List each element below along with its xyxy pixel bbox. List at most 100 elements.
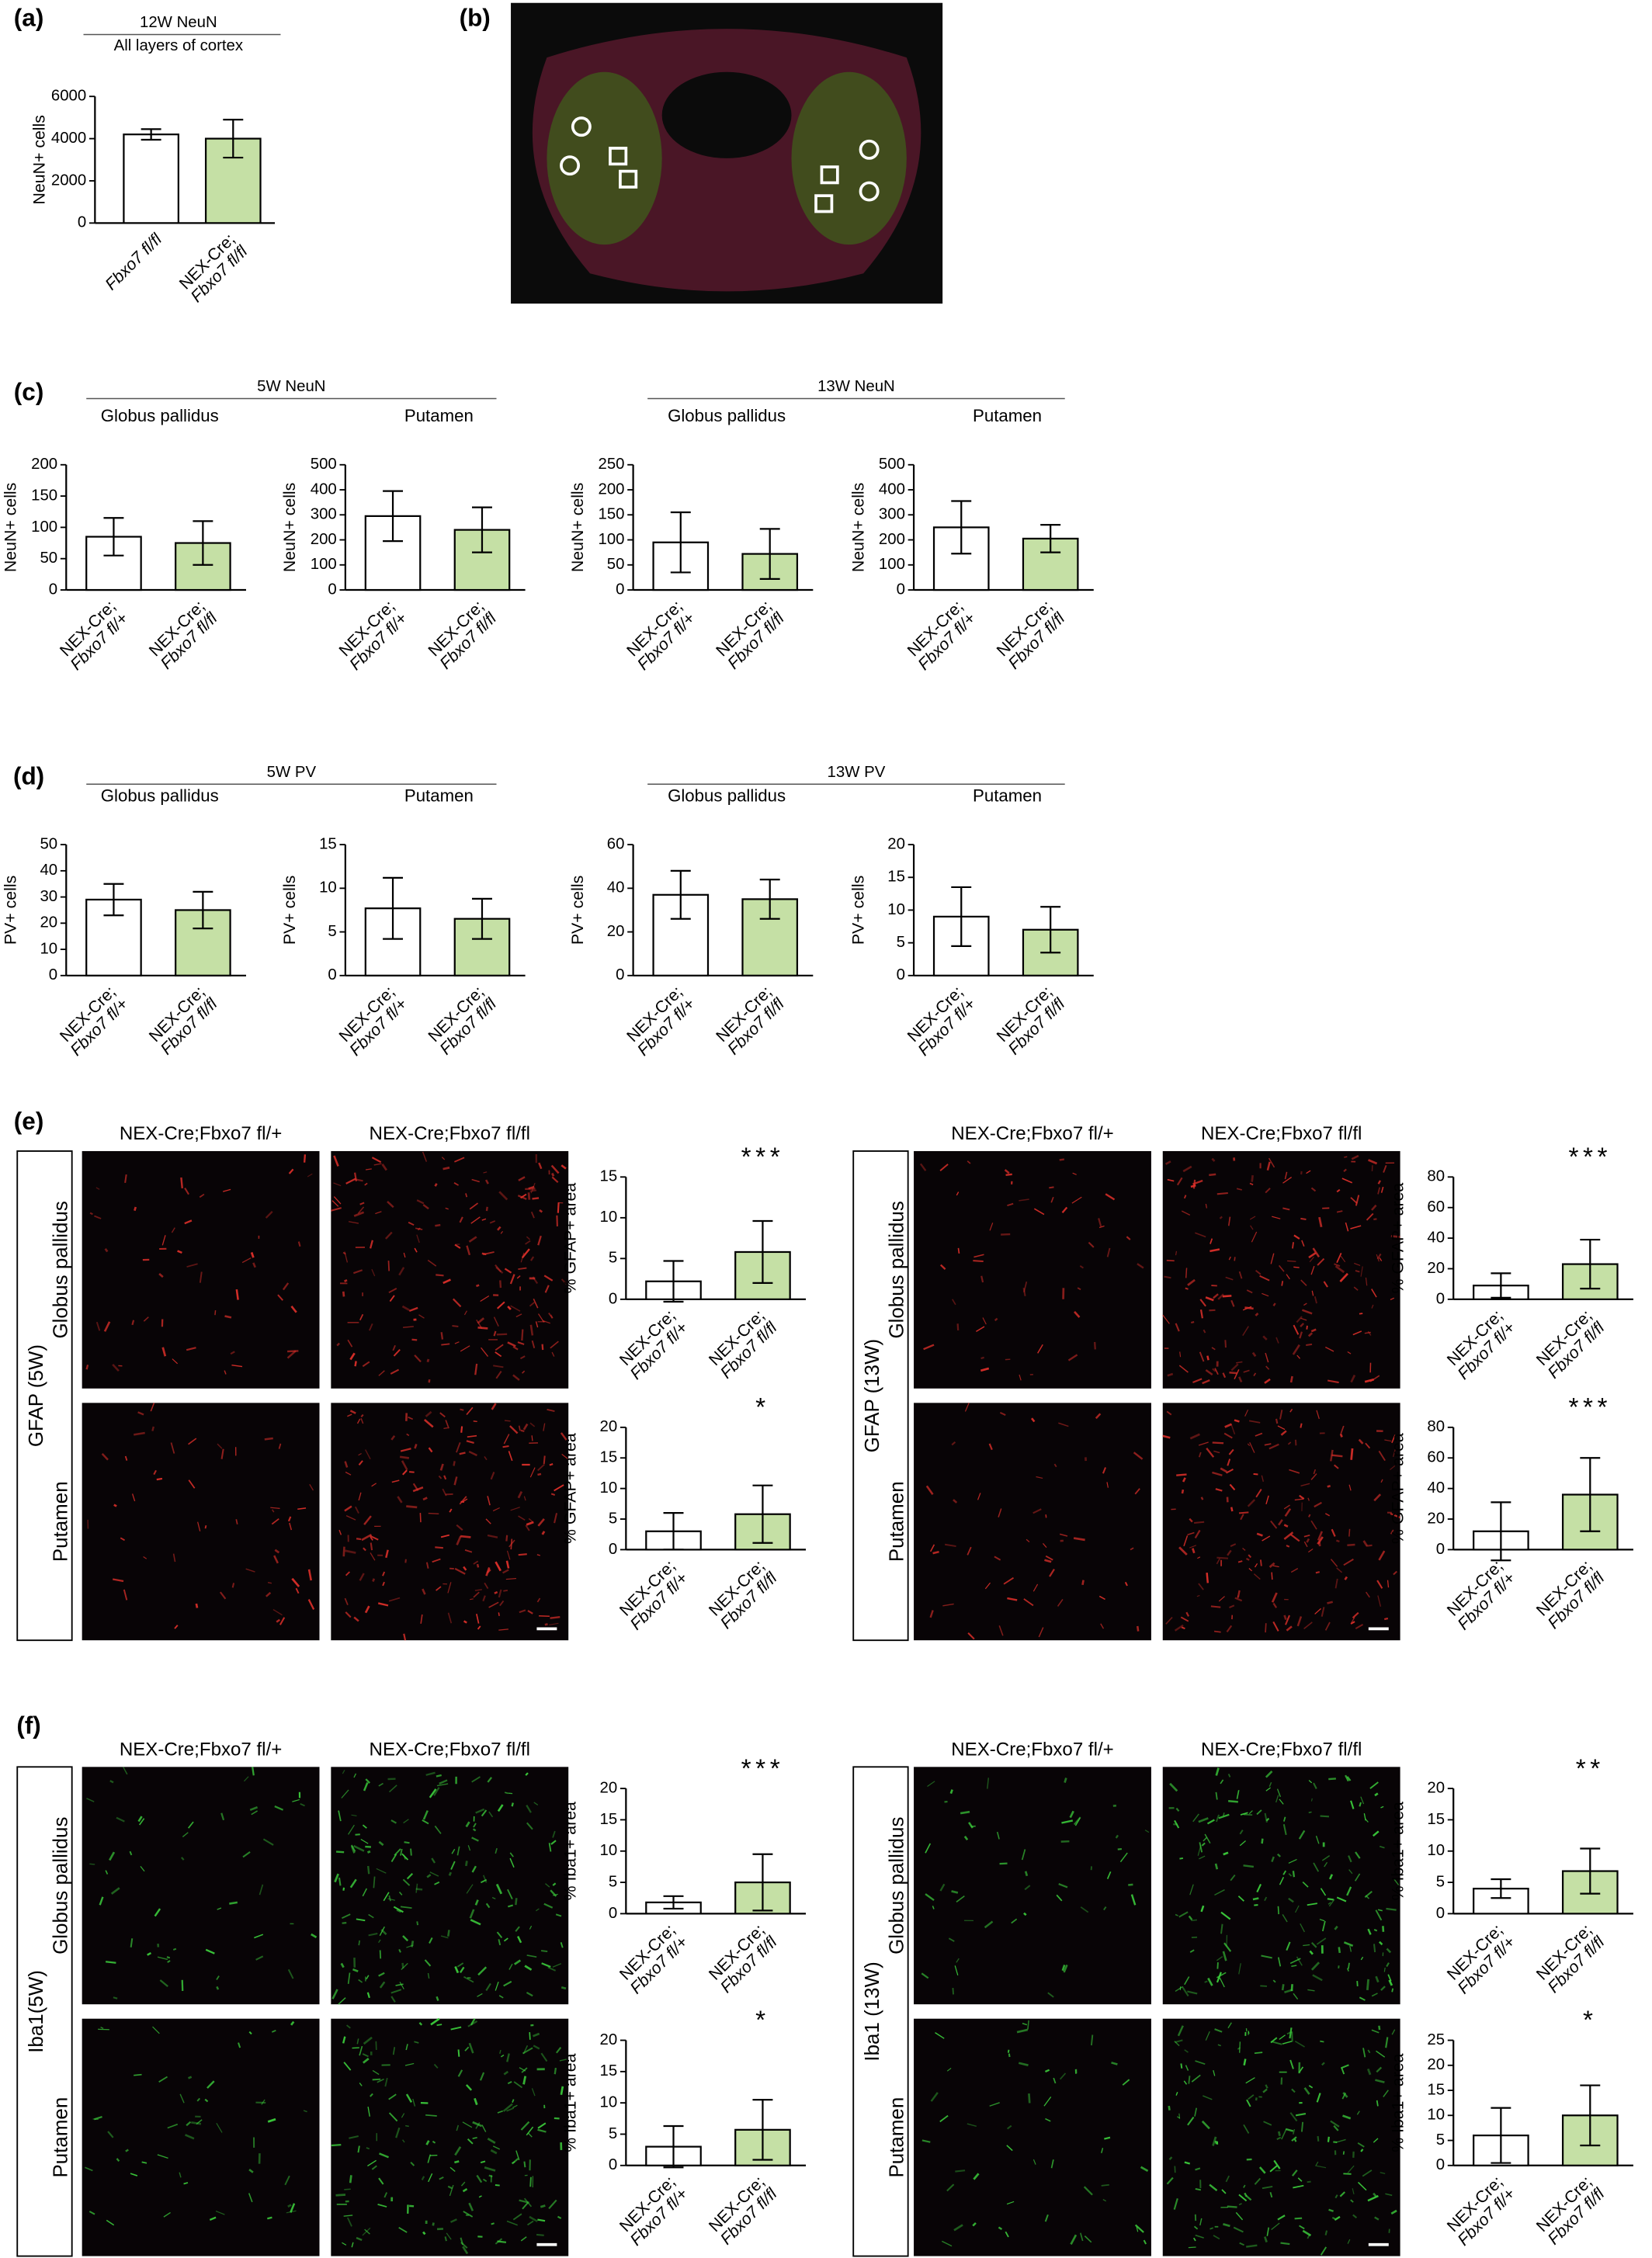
cell-process	[1230, 1543, 1237, 1547]
error-bar	[1491, 1501, 1511, 1562]
cell-process	[431, 1857, 436, 1864]
cell-process	[1296, 1354, 1301, 1359]
cell-process	[454, 2160, 460, 2164]
cell-process	[1300, 1317, 1307, 1321]
cell-process	[525, 1240, 531, 1245]
cell-process	[507, 2080, 512, 2085]
roi-square	[820, 165, 839, 185]
cell-process	[998, 1625, 1004, 1636]
cell-process	[448, 1871, 452, 1876]
error-bar	[103, 517, 124, 557]
cell-process	[367, 1865, 370, 1875]
cell-process	[434, 1825, 442, 1834]
cell-process	[1168, 2156, 1173, 2161]
cell-process	[551, 1172, 555, 1177]
error-bar	[752, 2099, 773, 2161]
cell-process	[1262, 1535, 1271, 1542]
cell-process	[925, 1893, 935, 1902]
cell-process	[540, 2052, 548, 2062]
significance: *	[1583, 2007, 1598, 2035]
cell-process	[1377, 1909, 1383, 1912]
cell-process	[420, 1614, 423, 1624]
cell-process	[1249, 1420, 1261, 1424]
cell-process	[967, 1160, 971, 1164]
cell-process	[1248, 2031, 1250, 2034]
cell-process	[345, 1571, 350, 1576]
cell-process	[1362, 2170, 1373, 2177]
cell-process	[370, 1552, 376, 1561]
cell-process	[216, 2123, 223, 2133]
cell-process	[498, 1612, 500, 1617]
cell-process	[369, 2093, 373, 2097]
cell-process	[408, 1221, 415, 1226]
error-bar	[223, 119, 244, 159]
significance: ***	[741, 1754, 785, 1783]
cell-process	[161, 1347, 167, 1357]
cell-process	[548, 1313, 554, 1319]
cell-process	[1136, 1625, 1140, 1632]
micrograph	[82, 1150, 320, 1389]
cell-process	[402, 1469, 408, 1476]
cell-process	[217, 1907, 222, 1910]
cell-process	[371, 1157, 382, 1164]
cell-process	[95, 1321, 101, 1331]
cell-process	[1358, 1438, 1364, 1445]
cell-process	[307, 1173, 313, 1178]
cell-process	[371, 1483, 377, 1487]
cell-process	[204, 2098, 209, 2103]
error-bar	[1491, 2107, 1511, 2164]
cell-process	[364, 1182, 368, 1186]
cell-process	[1199, 1842, 1203, 1853]
cell-process	[1205, 2031, 1210, 2041]
cell-process	[1101, 2148, 1104, 2153]
cell-process	[180, 1857, 185, 1861]
significance: **	[1576, 1754, 1605, 1783]
cell-process	[1339, 2191, 1345, 2197]
cell-process	[358, 1460, 363, 1465]
y-axis-label: PV+ cells	[568, 876, 587, 945]
cell-process	[343, 2062, 352, 2071]
micrograph	[914, 2018, 1151, 2256]
cell-process	[333, 1182, 342, 1187]
cell-process	[1348, 1962, 1350, 1969]
micrograph	[914, 1150, 1151, 1389]
cell-process	[1366, 1212, 1374, 1221]
cell-process	[197, 1521, 201, 1531]
chart-subtitle: Globus pallidus	[668, 406, 786, 425]
cell-process	[1204, 1833, 1211, 1844]
y-tick-label: 5	[1436, 2131, 1445, 2149]
cell-process	[1380, 1479, 1383, 1483]
cell-process	[1277, 2215, 1286, 2221]
cell-process	[331, 1200, 339, 1207]
cell-process	[520, 2236, 527, 2242]
panel-label: (d)	[13, 761, 44, 789]
cell-process	[1293, 2184, 1304, 2189]
y-tick-label: 0	[1436, 2156, 1445, 2173]
cell-process	[439, 2176, 444, 2180]
cell-process	[1242, 1547, 1246, 1551]
cell-process	[292, 1798, 300, 1802]
cell-process	[551, 1351, 555, 1357]
cell-process	[974, 1254, 984, 1258]
cell-process	[1352, 1330, 1362, 1336]
y-tick-label: 0	[49, 966, 57, 983]
cell-process	[549, 1622, 559, 1626]
cell-process	[404, 2062, 415, 2066]
cell-process	[290, 2020, 295, 2026]
cell-process	[1074, 1310, 1081, 1318]
cell-process	[1088, 1241, 1095, 1248]
cell-process	[550, 1341, 559, 1349]
cell-process	[1251, 1231, 1258, 1243]
cell-process	[266, 1591, 272, 1597]
cell-process	[467, 2020, 478, 2027]
cell-process	[1168, 2105, 1171, 2111]
cell-process	[459, 1216, 463, 1223]
cell-process	[1243, 1369, 1250, 1373]
cell-process	[1228, 1256, 1231, 1261]
cell-process	[1036, 1476, 1043, 1479]
cell-process	[235, 1289, 239, 1300]
cell-process	[522, 2076, 527, 2085]
cell-process	[1259, 1275, 1270, 1282]
cell-process	[1234, 1419, 1240, 1423]
cell-process	[1317, 2135, 1320, 2142]
